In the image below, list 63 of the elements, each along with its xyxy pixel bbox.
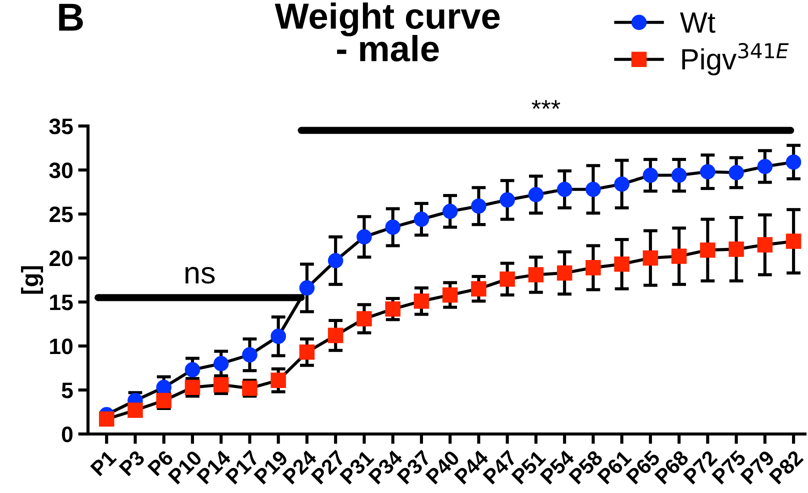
point [385, 220, 400, 235]
y-tick-label: 35 [49, 118, 73, 134]
annotation: ns [186, 266, 215, 284]
point [528, 267, 544, 282]
point [757, 158, 773, 174]
point [728, 165, 744, 180]
y-tick-label: 0 [62, 426, 73, 442]
point [614, 256, 630, 272]
point [642, 250, 658, 266]
point [757, 237, 773, 252]
point [299, 280, 315, 296]
point [414, 212, 430, 227]
legend-label: Wt [680, 12, 716, 33]
point [442, 204, 458, 219]
y-tick-label: 15 [50, 294, 73, 310]
point [556, 265, 572, 281]
point [328, 328, 344, 344]
point [385, 301, 400, 317]
point [328, 253, 344, 268]
chart-title: Weight curve - male [274, 2, 500, 62]
point [471, 281, 486, 296]
point [500, 192, 515, 208]
y-tick-label: 25 [49, 206, 73, 222]
point [671, 248, 687, 264]
point [671, 168, 687, 183]
y-tick-label: 20 [49, 250, 73, 266]
point [98, 411, 114, 427]
y-tick-label: 10 [50, 338, 73, 354]
point [184, 362, 200, 378]
point [213, 356, 229, 372]
point [299, 344, 315, 360]
point [270, 372, 286, 388]
point [786, 154, 802, 170]
point [700, 242, 716, 258]
point [471, 198, 486, 214]
point [728, 242, 744, 257]
legend-label: Pigv$^{341E}$ [682, 43, 789, 76]
point [414, 293, 430, 309]
point [786, 234, 802, 249]
point [614, 176, 630, 192]
point [642, 168, 658, 183]
point [442, 287, 458, 303]
point [213, 377, 229, 392]
y-tick-label: 5 [62, 382, 73, 398]
point [700, 164, 716, 180]
text: *** [532, 100, 560, 109]
point [242, 347, 258, 362]
x-tick-label: P1 [90, 450, 117, 476]
point [556, 182, 572, 197]
point [356, 311, 372, 326]
point [356, 229, 372, 245]
point [586, 260, 601, 276]
text: B [59, 4, 83, 31]
y-tick-label: 30 [49, 162, 73, 178]
point [128, 402, 143, 418]
x-tick-label: P3 [118, 450, 146, 476]
point [156, 380, 172, 395]
point [500, 271, 515, 287]
point [586, 182, 601, 197]
y-axis-title: [g] [21, 266, 44, 294]
point [184, 380, 200, 395]
point [270, 328, 286, 344]
point [528, 187, 544, 202]
